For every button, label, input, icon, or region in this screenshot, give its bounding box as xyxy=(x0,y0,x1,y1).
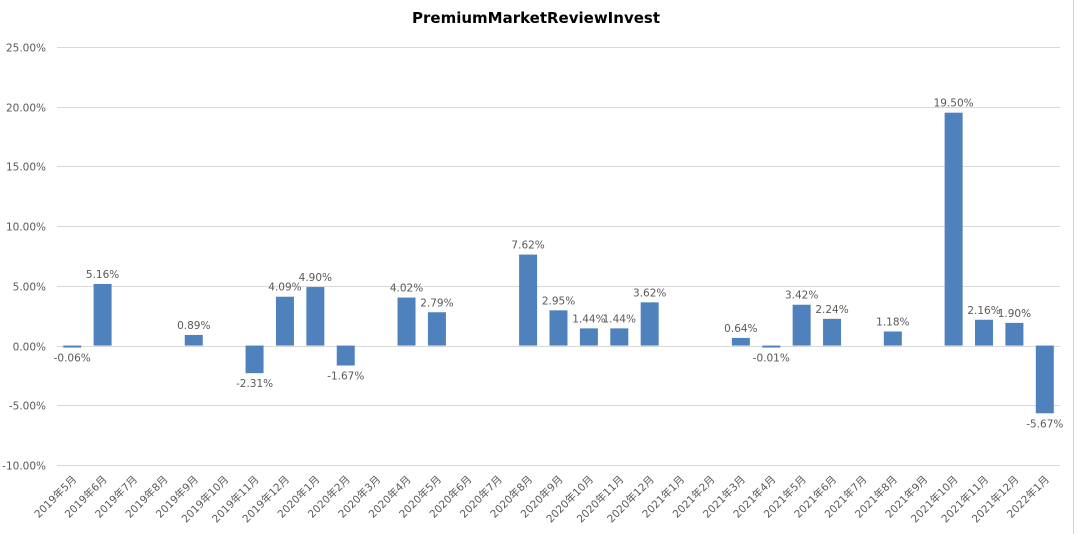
data-label: -0.01% xyxy=(753,353,790,365)
data-label: 4.90% xyxy=(299,272,332,284)
bar xyxy=(762,345,781,348)
y-tick-label: -10.00% xyxy=(2,461,46,473)
bar xyxy=(944,112,963,346)
y-tick-label: 25.00% xyxy=(6,43,46,55)
bar xyxy=(975,319,994,346)
data-labels: -0.06% 5.16% 0.89% -2.31% 4.09%4.90% -1.67% 4.… xyxy=(54,98,1064,431)
y-tick-label: 10.00% xyxy=(6,222,46,234)
data-label: 3.42% xyxy=(785,290,818,302)
data-label: 0.64% xyxy=(724,323,757,335)
bar xyxy=(883,331,902,346)
data-label: 4.09% xyxy=(268,282,301,294)
data-label: 2.79% xyxy=(420,297,453,309)
data-label: 19.50% xyxy=(934,98,974,110)
data-label: -2.31% xyxy=(236,378,273,390)
bar xyxy=(275,296,294,346)
data-label: 2.24% xyxy=(815,304,848,316)
bar xyxy=(63,345,82,348)
bar xyxy=(610,328,629,346)
y-tick-label: -5.00% xyxy=(9,401,46,413)
bar xyxy=(397,297,416,346)
bar xyxy=(579,328,598,346)
bar xyxy=(519,254,538,346)
data-label: -5.67% xyxy=(1026,418,1063,430)
data-label: 1.18% xyxy=(876,316,909,328)
data-label: 5.16% xyxy=(86,269,119,281)
gridlines xyxy=(57,47,1060,466)
bar xyxy=(792,304,811,346)
bar xyxy=(823,318,842,346)
data-label: -1.67% xyxy=(327,371,364,383)
y-tick-label: 0.00% xyxy=(13,342,46,354)
data-label: 2.16% xyxy=(967,305,1000,317)
bar xyxy=(245,345,264,374)
chart-title: PremiumMarketReviewInvest xyxy=(412,9,660,27)
bars xyxy=(63,112,1054,414)
data-label: 1.44% xyxy=(572,313,605,325)
bar xyxy=(640,302,659,346)
bar xyxy=(1005,322,1024,346)
y-axis-ticks: 25.00% 20.00% 15.00% 10.00% 5.00% 0.00% -5.00%… xyxy=(2,43,46,473)
data-label: 7.62% xyxy=(511,240,544,252)
bar xyxy=(549,310,568,346)
chart-frame-edge xyxy=(1073,0,1074,534)
data-label: 1.44% xyxy=(603,313,636,325)
y-tick-label: 15.00% xyxy=(6,162,46,174)
data-label: 4.02% xyxy=(390,283,423,295)
bar xyxy=(1035,345,1054,414)
data-label: 1.90% xyxy=(998,308,1031,320)
data-label: 2.95% xyxy=(542,295,575,307)
bar xyxy=(427,312,446,346)
bar xyxy=(184,334,203,346)
data-label: 0.89% xyxy=(177,320,210,332)
bar xyxy=(306,287,325,346)
y-tick-label: 5.00% xyxy=(13,282,46,294)
bar xyxy=(336,345,355,366)
data-label: 3.62% xyxy=(633,287,666,299)
bar xyxy=(93,283,112,346)
bar xyxy=(731,337,750,346)
y-tick-label: 20.00% xyxy=(6,103,46,115)
x-axis-ticks: 2019年5月2019年6月2019年7月2019年8月2019年9月2019年… xyxy=(32,473,1052,525)
data-label: -0.06% xyxy=(54,353,91,365)
